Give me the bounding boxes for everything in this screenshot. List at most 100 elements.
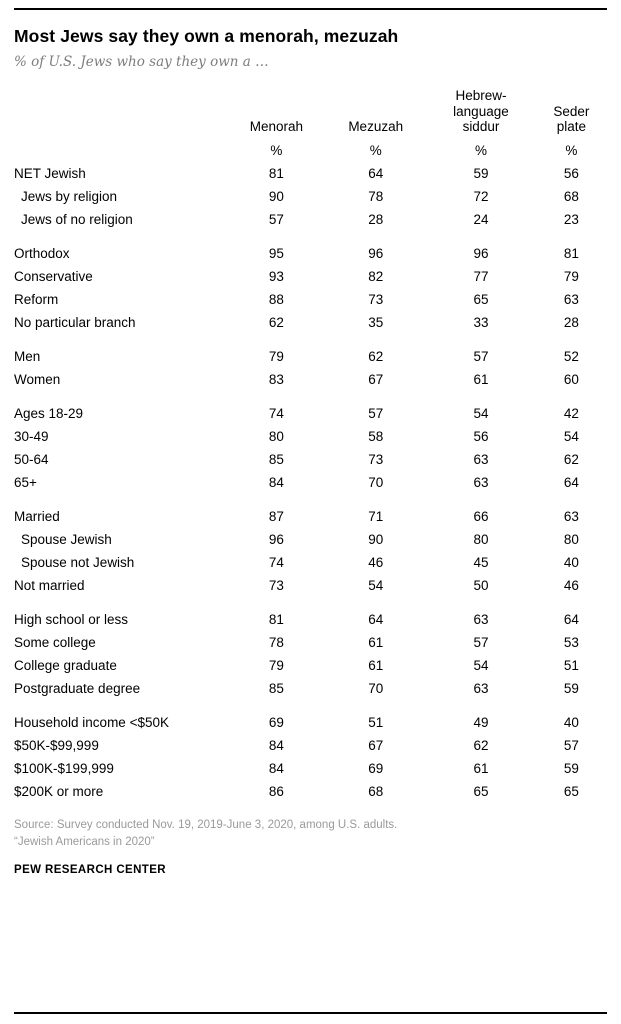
value-cell: 63	[473, 474, 489, 490]
table-row: Not married 73 54 50 46	[14, 574, 607, 597]
table-row: $50K-$99,999 84 67 62 57	[14, 734, 607, 757]
row-label: High school or less	[14, 611, 129, 627]
value-cell: 67	[368, 371, 384, 387]
value-cell: 69	[268, 714, 284, 730]
value-cell: 72	[473, 188, 489, 204]
value-cell: 63	[473, 611, 489, 627]
value-cell: 52	[563, 348, 579, 364]
value-cell: 56	[473, 428, 489, 444]
table-row: Jews by religion 90 78 72 68	[14, 185, 607, 208]
value-cell: 90	[268, 188, 284, 204]
value-cell: 60	[563, 371, 579, 387]
row-label: College graduate	[14, 657, 117, 673]
value-cell: 57	[268, 211, 284, 227]
value-cell: 66	[473, 508, 489, 524]
row-label: 50-64	[14, 451, 49, 467]
column-header: Seder plate	[553, 103, 590, 135]
value-cell: 80	[268, 428, 284, 444]
value-cell: 62	[268, 314, 284, 330]
value-cell: 69	[368, 760, 384, 776]
value-cell: 57	[473, 634, 489, 650]
value-cell: 54	[473, 657, 489, 673]
header-corner-cell	[14, 84, 227, 139]
ownership-table: Menorah Mezuzah Hebrew- language siddur Sed…	[14, 84, 607, 803]
column-header: Menorah	[249, 119, 304, 135]
value-cell: 85	[268, 680, 284, 696]
value-cell: 73	[368, 291, 384, 307]
percent-sign: %	[565, 142, 578, 158]
value-cell: 71	[368, 508, 384, 524]
value-cell: 51	[563, 657, 579, 673]
percent-sign: %	[270, 142, 283, 158]
value-cell: 70	[368, 474, 384, 490]
percent-sign: %	[474, 142, 487, 158]
table-row: Household income <$50K 69 51 49 40	[14, 700, 607, 734]
value-cell: 49	[473, 714, 489, 730]
source-note: Source: Survey conducted Nov. 19, 2019-J…	[14, 817, 607, 853]
row-label: Reform	[14, 291, 59, 307]
value-cell: 23	[563, 211, 579, 227]
value-cell: 84	[268, 737, 284, 753]
value-cell: 79	[268, 657, 284, 673]
value-cell: 35	[368, 314, 384, 330]
value-cell: 28	[368, 211, 384, 227]
table-row: Women 83 67 61 60	[14, 368, 607, 391]
value-cell: 61	[473, 371, 489, 387]
value-cell: 46	[368, 554, 384, 570]
value-cell: 68	[563, 188, 579, 204]
row-label: Ages 18-29	[14, 405, 84, 421]
value-cell: 59	[563, 680, 579, 696]
value-cell: 81	[268, 611, 284, 627]
value-cell: 78	[368, 188, 384, 204]
value-cell: 65	[473, 783, 489, 799]
value-cell: 96	[368, 245, 384, 261]
value-cell: 85	[268, 451, 284, 467]
chart-subtitle: % of U.S. Jews who say they own a …	[14, 54, 269, 70]
value-cell: 64	[368, 165, 384, 181]
row-label: $50K-$99,999	[14, 737, 99, 753]
value-cell: 84	[268, 474, 284, 490]
value-cell: 96	[268, 531, 284, 547]
row-label: $200K or more	[14, 783, 104, 799]
table-row: Orthodox 95 96 96 81	[14, 231, 607, 265]
value-cell: 74	[268, 405, 284, 421]
row-label: Jews by religion	[21, 188, 118, 204]
value-cell: 57	[563, 737, 579, 753]
value-cell: 63	[563, 508, 579, 524]
value-cell: 67	[368, 737, 384, 753]
value-cell: 79	[563, 268, 579, 284]
table-row: Conservative 93 82 77 79	[14, 265, 607, 288]
table-row: No particular branch 62 35 33 28	[14, 311, 607, 334]
value-cell: 83	[268, 371, 284, 387]
value-cell: 40	[563, 714, 579, 730]
value-cell: 80	[563, 531, 579, 547]
value-cell: 81	[268, 165, 284, 181]
value-cell: 68	[368, 783, 384, 799]
table-row: 65+ 84 70 63 64	[14, 471, 607, 494]
table-row: Married 87 71 66 63	[14, 494, 607, 528]
source-line-2: “Jewish Americans in 2020”	[14, 836, 155, 849]
table-row: Ages 18-29 74 57 54 42	[14, 391, 607, 425]
value-cell: 90	[368, 531, 384, 547]
table-row: Some college 78 61 57 53	[14, 631, 607, 654]
percent-sign: %	[369, 142, 382, 158]
row-label: Married	[14, 508, 60, 524]
value-cell: 54	[563, 428, 579, 444]
value-cell: 54	[473, 405, 489, 421]
bottom-rule	[14, 1012, 607, 1014]
value-cell: 61	[368, 634, 384, 650]
value-cell: 70	[368, 680, 384, 696]
column-header: Hebrew- language siddur	[453, 88, 509, 135]
value-cell: 56	[563, 165, 579, 181]
row-label: 30-49	[14, 428, 49, 444]
value-cell: 33	[473, 314, 489, 330]
value-cell: 96	[473, 245, 489, 261]
table-row: 50-64 85 73 63 62	[14, 448, 607, 471]
unit-corner-cell	[14, 139, 227, 162]
value-cell: 93	[268, 268, 284, 284]
value-cell: 81	[563, 245, 579, 261]
row-label: No particular branch	[14, 314, 136, 330]
value-cell: 24	[473, 211, 489, 227]
value-cell: 54	[368, 577, 384, 593]
